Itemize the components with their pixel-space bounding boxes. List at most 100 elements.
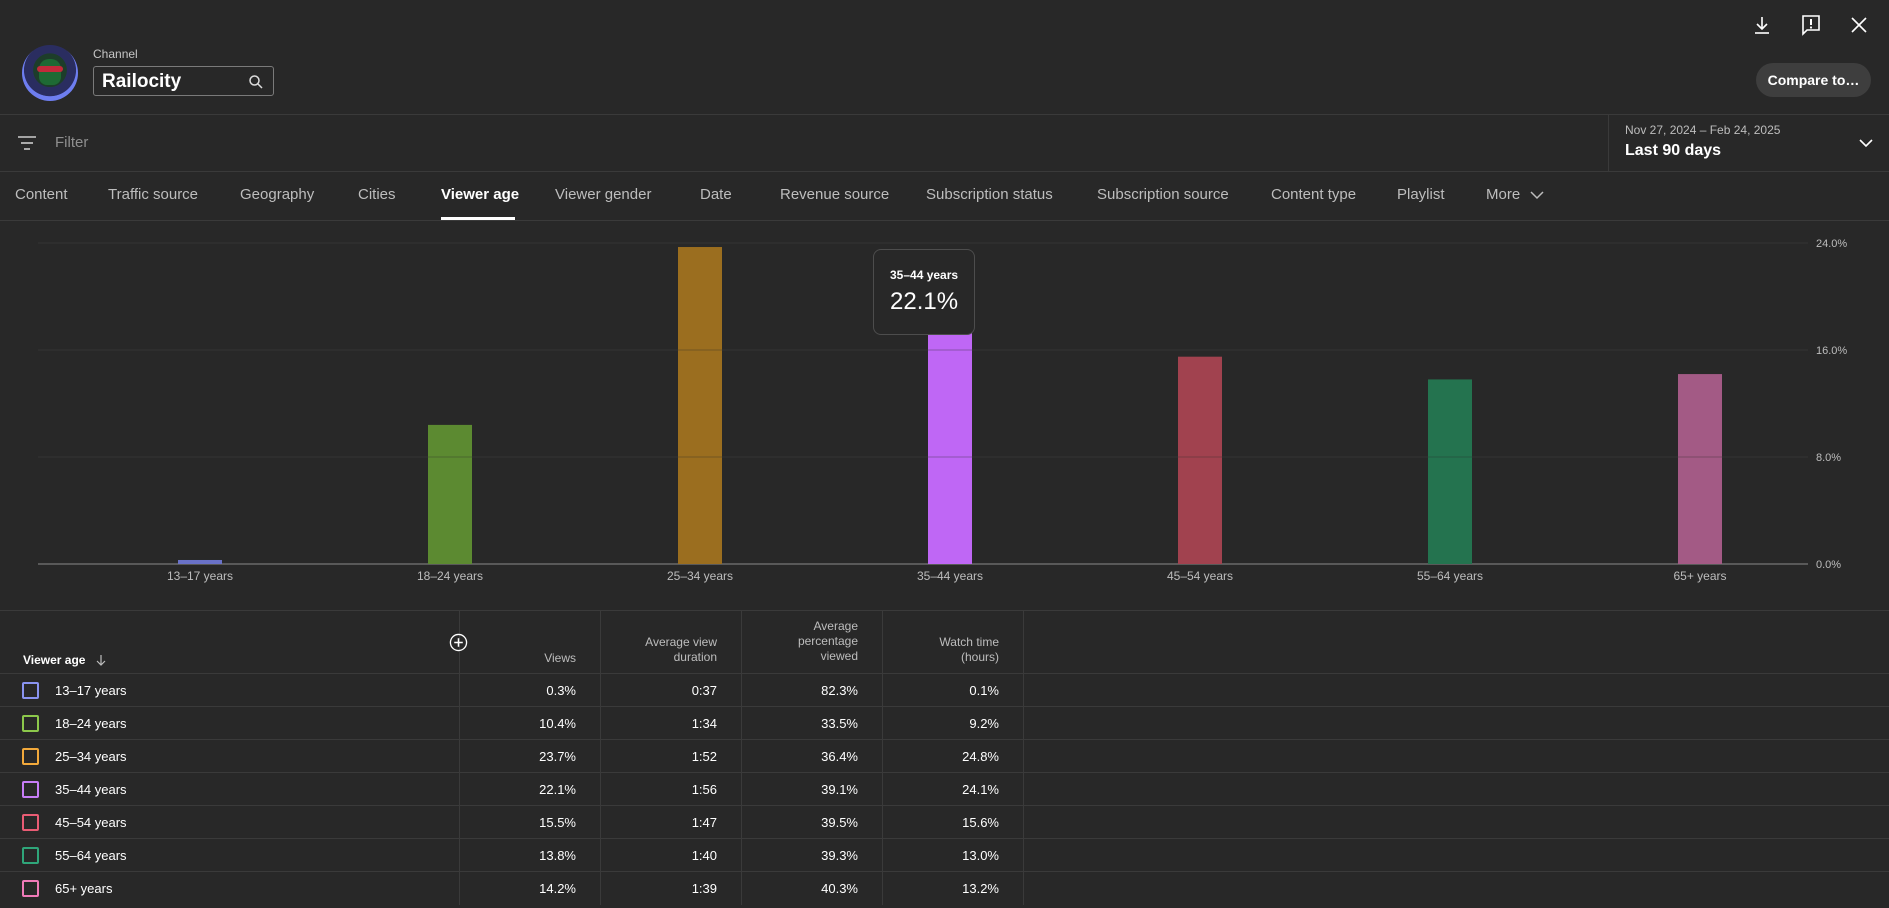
tab-content-type[interactable]: Content type — [1271, 186, 1357, 203]
tab-traffic-source[interactable]: Traffic source — [108, 186, 199, 203]
cell-avg-duration: 1:52 — [691, 749, 717, 764]
tab-geography[interactable]: Geography — [240, 186, 315, 203]
channel-avatar[interactable] — [22, 45, 78, 101]
header: Channel Railocity Compare to… — [0, 0, 1889, 115]
avatar-face-icon — [39, 59, 61, 85]
y-tick-label: 24.0% — [1816, 238, 1847, 250]
table-row[interactable]: 25–34 years 23.7% 1:52 36.4% 24.8% — [0, 739, 1889, 772]
tab-date[interactable]: Date — [700, 186, 732, 203]
cell-views: 15.5% — [539, 815, 576, 830]
tab-playlist[interactable]: Playlist — [1397, 186, 1445, 203]
bar — [1178, 356, 1222, 564]
cell-avg-pct: 36.4% — [821, 749, 858, 764]
x-tick-label: 25–34 years — [667, 569, 733, 583]
header-line: (hours) — [960, 650, 999, 664]
channel-selector[interactable]: Railocity — [93, 66, 274, 96]
avatar-glasses-icon — [37, 66, 63, 72]
x-tick-label: 13–17 years — [167, 569, 233, 583]
table-row[interactable]: 13–17 years 0.3% 0:37 82.3% 0.1% — [0, 673, 1889, 706]
header-avg-view-duration[interactable]: Average view duration — [617, 635, 717, 665]
bar — [178, 559, 222, 564]
cell-watch-time: 24.8% — [962, 749, 999, 764]
feedback-icon[interactable] — [1799, 13, 1823, 37]
table-row[interactable]: 18–24 years 10.4% 1:34 33.5% 9.2% — [0, 706, 1889, 739]
column-divider — [882, 611, 883, 905]
tab-viewer-age[interactable]: Viewer age — [441, 186, 520, 203]
tab-subscription-status[interactable]: Subscription status — [926, 186, 1053, 203]
cell-views: 14.2% — [539, 881, 576, 896]
filter-input[interactable]: Filter — [55, 134, 89, 151]
date-range-text: Nov 27, 2024 – Feb 24, 2025 — [1625, 123, 1781, 137]
table-row[interactable]: 65+ years 14.2% 1:39 40.3% 13.2% — [0, 871, 1889, 904]
cell-avg-pct: 33.5% — [821, 716, 858, 731]
compare-button[interactable]: Compare to… — [1756, 63, 1871, 97]
cell-avg-duration: 1:34 — [691, 716, 717, 731]
cell-watch-time: 0.1% — [969, 683, 999, 698]
series-toggle-checkbox[interactable] — [22, 781, 39, 798]
table-row[interactable]: 45–54 years 15.5% 1:47 39.5% 15.6% — [0, 805, 1889, 838]
x-tick-label: 65+ years — [1673, 569, 1726, 583]
tab-revenue-source[interactable]: Revenue source — [780, 186, 890, 203]
date-range-selector[interactable]: Nov 27, 2024 – Feb 24, 2025 Last 90 days — [1608, 115, 1889, 172]
tab-subscription-source[interactable]: Subscription source — [1097, 186, 1229, 203]
series-toggle-checkbox[interactable] — [22, 880, 39, 897]
cell-views: 22.1% — [539, 782, 576, 797]
header-viewer-age-label: Viewer age — [23, 653, 86, 667]
y-tick-label: 8.0% — [1816, 452, 1841, 464]
tab-more[interactable]: More — [1486, 186, 1544, 203]
cell-avg-pct: 82.3% — [821, 683, 858, 698]
row-label: 45–54 years — [55, 815, 127, 830]
cell-watch-time: 9.2% — [969, 716, 999, 731]
active-tab-indicator — [441, 217, 515, 220]
chart-axis: 0.0% 8.0% 16.0% 24.0% 13–17 years 18–24 years… — [167, 238, 1847, 583]
cell-avg-pct: 39.1% — [821, 782, 858, 797]
column-divider — [741, 611, 742, 905]
header-line: duration — [673, 650, 717, 664]
column-divider — [600, 611, 601, 905]
viewer-age-chart: 0.0% 8.0% 16.0% 24.0% 13–17 years 18–24 years… — [38, 238, 1847, 583]
series-toggle-checkbox[interactable] — [22, 814, 39, 831]
filter-bar: Filter Nov 27, 2024 – Feb 24, 2025 Last … — [0, 115, 1889, 172]
series-toggle-checkbox[interactable] — [22, 715, 39, 732]
add-column-icon[interactable] — [449, 633, 468, 652]
download-icon[interactable] — [1750, 13, 1774, 37]
tab-viewer-gender[interactable]: Viewer gender — [555, 186, 652, 203]
header-avg-percentage-viewed[interactable]: Average percentage viewed — [758, 619, 858, 664]
header-watch-time[interactable]: Watch time (hours) — [899, 635, 999, 665]
cell-watch-time: 13.2% — [962, 881, 999, 896]
bar — [1428, 379, 1472, 564]
channel-name: Railocity — [102, 71, 182, 92]
header-line: percentage — [797, 634, 858, 648]
date-period-label: Last 90 days — [1625, 142, 1722, 159]
header-viewer-age[interactable]: Viewer age — [23, 653, 107, 667]
series-toggle-checkbox[interactable] — [22, 748, 39, 765]
header-line: viewed — [820, 649, 858, 663]
chart-bars — [38, 242, 1808, 564]
tab-cities[interactable]: Cities — [358, 186, 396, 203]
header-line: Average view — [645, 635, 717, 649]
tooltip-value: 22.1% — [890, 288, 959, 315]
column-divider — [459, 611, 460, 905]
row-label: 35–44 years — [55, 782, 127, 797]
table-row[interactable]: 55–64 years 13.8% 1:40 39.3% 13.0% — [0, 838, 1889, 871]
header-line: Watch time — [939, 635, 999, 649]
arrow-down-icon — [96, 655, 106, 666]
x-tick-label: 55–64 years — [1417, 569, 1483, 583]
header-views[interactable]: Views — [544, 651, 576, 665]
bar — [428, 424, 472, 564]
series-toggle-checkbox[interactable] — [22, 682, 39, 699]
cell-avg-duration: 1:47 — [691, 815, 717, 830]
filter-icon[interactable] — [17, 134, 37, 152]
chart-gridlines — [38, 242, 1808, 565]
channel-label: Channel — [93, 47, 138, 61]
tab-content[interactable]: Content — [15, 186, 68, 203]
dimension-tabs: Content Traffic source Geography Cities … — [0, 172, 1889, 221]
cell-views: 13.8% — [539, 848, 576, 863]
close-icon[interactable] — [1847, 13, 1871, 37]
x-tick-label: 35–44 years — [917, 569, 983, 583]
table-row[interactable]: 35–44 years 22.1% 1:56 39.1% 24.1% — [0, 772, 1889, 805]
search-icon[interactable] — [247, 73, 265, 91]
series-toggle-checkbox[interactable] — [22, 847, 39, 864]
x-tick-label: 18–24 years — [417, 569, 483, 583]
cell-avg-pct: 39.5% — [821, 815, 858, 830]
